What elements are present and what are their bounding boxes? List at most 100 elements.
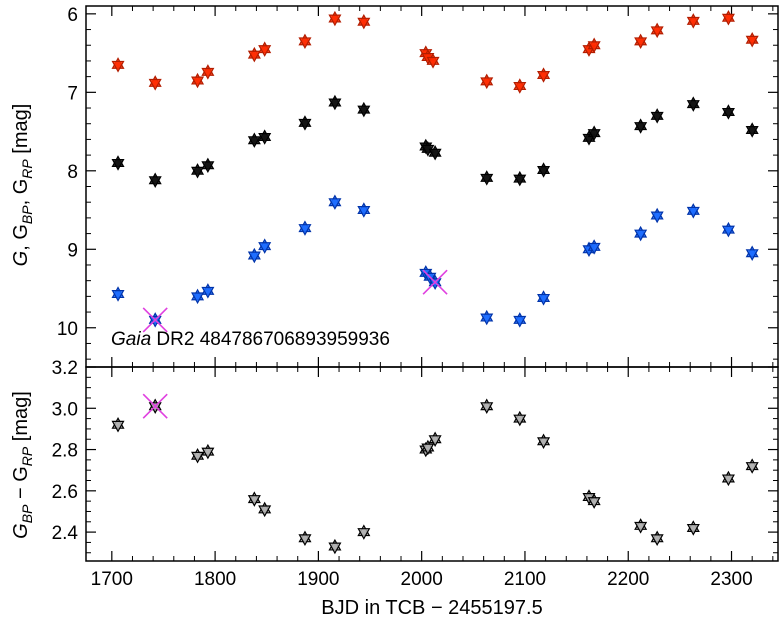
data-point-g-rp-down <box>148 78 162 91</box>
data-point-g-bp-down <box>247 251 261 264</box>
y-tick-label: 2.8 <box>52 441 78 462</box>
data-point-color-index-down <box>480 402 494 414</box>
data-point-g-bp-down <box>480 313 494 326</box>
data-point-color-index-down <box>201 447 215 460</box>
data-point-g-bp-down <box>537 293 551 306</box>
x-tick-label: 1900 <box>297 569 339 590</box>
data-point-color-index-down <box>537 437 551 450</box>
data-point-color-index-down <box>634 521 648 534</box>
data-point-g-rp-down <box>111 60 125 73</box>
x-tick-label: 2300 <box>710 569 752 590</box>
x-axis-title: BJD in TCB − 2455197.5 <box>321 597 542 619</box>
data-point-g-down <box>745 125 759 138</box>
x-tick-label: 2000 <box>401 569 443 590</box>
data-point-g-down <box>191 166 205 179</box>
data-point-g-rp-down <box>480 77 494 90</box>
data-point-color-index-down <box>686 523 700 536</box>
data-point-color-index-down <box>258 505 272 518</box>
y-tick-label: 2.6 <box>52 482 78 503</box>
rejected-point-marker-b <box>142 307 168 333</box>
gaia-source-annotation: Gaia DR2 484786706893959936 <box>111 329 390 350</box>
data-point-g-down <box>111 158 125 171</box>
y-tick-label: 10 <box>57 319 78 340</box>
data-point-g-rp-down <box>201 67 215 80</box>
data-point-g-down <box>298 118 312 131</box>
data-point-g-bp-down <box>634 229 648 242</box>
data-point-color-index-down <box>298 534 312 547</box>
data-point-g-rp-down <box>258 45 272 57</box>
data-point-g-rp-down <box>357 17 371 30</box>
data-point-g-down <box>634 122 648 134</box>
x-tick-label: 1700 <box>91 569 133 590</box>
data-point-g-down <box>428 148 442 161</box>
data-point-g-rp-down <box>650 26 664 39</box>
data-point-g-bp-down <box>201 286 215 299</box>
data-point-g-down <box>258 133 272 145</box>
data-point-g-down <box>650 111 664 124</box>
data-point-g-bp-down <box>721 225 735 238</box>
data-point-g-down <box>537 166 551 178</box>
data-point-g-bp-down <box>328 198 342 210</box>
data-point-g-down <box>247 136 261 148</box>
data-point-color-index-down <box>587 497 601 509</box>
magnitude-panel: 6 7 8 9 10 <box>57 5 779 368</box>
data-point-g-rp-down <box>298 37 312 50</box>
data-point-g-rp-down <box>328 14 342 27</box>
y-tick-label: 2.4 <box>52 523 79 544</box>
data-point-g-bp-down <box>686 206 700 219</box>
data-point-color-index-down <box>721 474 735 487</box>
data-point-g-bp-down <box>111 290 125 302</box>
data-point-g-down <box>148 176 162 188</box>
x-tick-label: 2200 <box>607 569 649 590</box>
data-point-g-bp-down <box>428 278 442 290</box>
data-point-color-index-down <box>148 402 162 414</box>
data-point-g-bp-down <box>745 249 759 261</box>
color-panel: 2.4 2.6 2.8 3.0 3.2 1700 1800 1900 2000 2100 2200 2… <box>52 358 779 590</box>
bottom-y-axis-title: GBP − GRP [mag] <box>10 391 35 539</box>
data-point-g-rp-down <box>191 76 205 89</box>
y-tick-label: 7 <box>67 83 78 104</box>
data-point-g-bp-down <box>298 224 312 236</box>
data-point-color-index-down <box>428 435 442 447</box>
data-point-g-bp-down <box>513 315 527 328</box>
data-point-color-index-down <box>357 528 371 540</box>
data-point-color-index-down <box>247 495 261 507</box>
data-point-g-down <box>357 105 371 118</box>
data-point-g-bp-down <box>587 242 601 255</box>
data-point-color-index-down <box>745 462 759 474</box>
y-tick-label: 9 <box>67 240 78 261</box>
top-y-axis-title: G, GBP, GRP [mag] <box>10 104 35 267</box>
data-point-color-index-down <box>191 451 205 464</box>
data-point-g-rp-down <box>513 82 527 94</box>
data-point-g-rp-down <box>587 41 601 53</box>
y-tick-label: 6 <box>67 5 78 26</box>
data-point-g-bp-down <box>148 315 162 328</box>
data-point-color-index-down <box>513 414 527 427</box>
data-point-g-down <box>480 173 494 186</box>
data-point-g-down <box>201 161 215 174</box>
data-point-g-rp-down <box>426 56 440 69</box>
data-point-color-index-down <box>111 420 125 433</box>
data-point-g-rp-down <box>634 37 648 50</box>
y-tick-label: 3.2 <box>52 358 78 379</box>
data-point-g-down <box>587 129 601 141</box>
x-tick-label: 1800 <box>194 569 236 590</box>
data-point-g-bp-down <box>258 242 272 254</box>
data-point-g-down <box>513 174 527 187</box>
data-point-color-index-down <box>328 542 342 555</box>
data-point-g-down <box>721 107 735 120</box>
plot-frame <box>85 366 779 562</box>
y-tick-label: 3.0 <box>52 399 78 420</box>
data-point-g-bp-down <box>191 292 205 305</box>
data-point-g-rp-down <box>537 71 551 83</box>
data-point-g-rp-down <box>721 13 735 26</box>
data-point-g-down <box>686 100 700 112</box>
y-tick-label: 8 <box>67 162 78 183</box>
data-point-g-down <box>328 98 342 111</box>
x-tick-label: 2100 <box>504 569 546 590</box>
data-point-g-rp-down <box>745 35 759 48</box>
data-point-g-bp-down <box>357 206 371 218</box>
data-point-color-index-down <box>421 443 435 456</box>
rejected-point-marker-b <box>142 393 168 419</box>
